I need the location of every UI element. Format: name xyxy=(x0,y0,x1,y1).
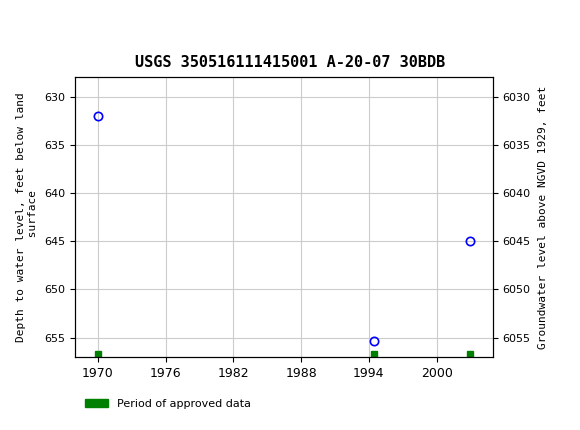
Legend: Period of approved data: Period of approved data xyxy=(81,395,255,414)
Y-axis label: Groundwater level above NGVD 1929, feet: Groundwater level above NGVD 1929, feet xyxy=(538,86,548,349)
Text: ▒USGS: ▒USGS xyxy=(12,13,78,39)
Y-axis label: Depth to water level, feet below land
 surface: Depth to water level, feet below land su… xyxy=(16,92,38,342)
Text: USGS 350516111415001 A-20-07 30BDB: USGS 350516111415001 A-20-07 30BDB xyxy=(135,55,445,70)
